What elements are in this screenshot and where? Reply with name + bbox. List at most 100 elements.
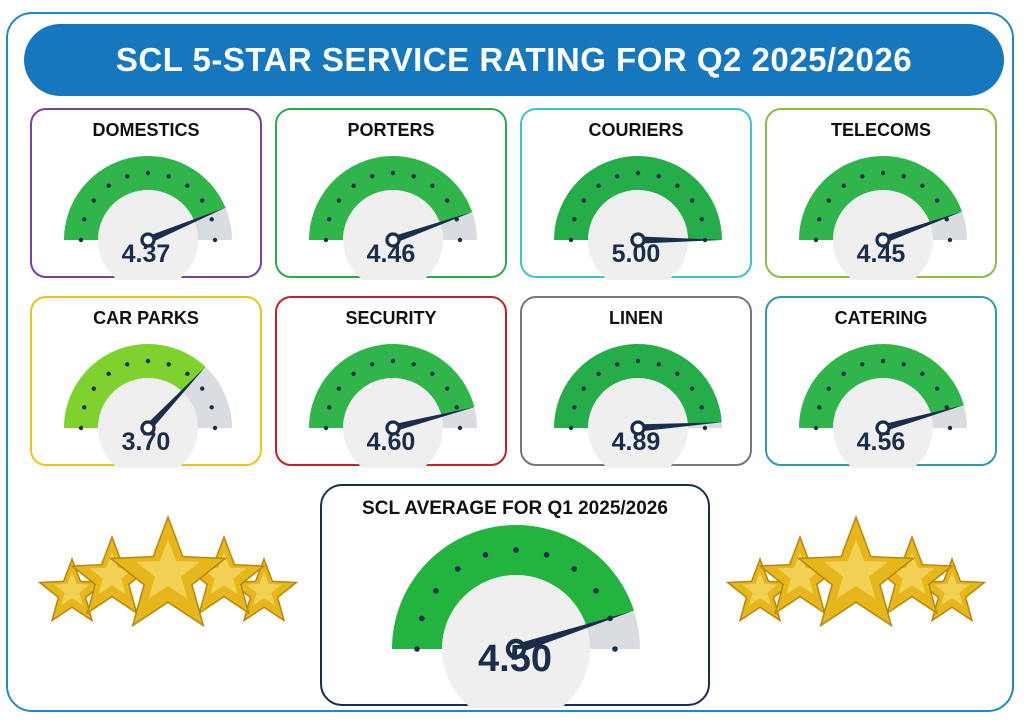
gauge-title: TELECOMS xyxy=(830,120,931,140)
gauge-tick-dot xyxy=(615,174,620,179)
gauge-tick-dot xyxy=(826,198,831,203)
gauge-catering xyxy=(799,344,967,468)
gauge-tick-dot xyxy=(702,425,708,431)
gauge-tick-dot xyxy=(635,358,641,364)
gauge-tick-dot xyxy=(699,217,704,222)
gauge-tick-dot xyxy=(323,425,329,431)
gauge-tick-dot xyxy=(841,183,846,188)
gauge-tick-dot xyxy=(185,371,190,376)
gauge-tick-dot xyxy=(145,170,151,176)
gauge-tick-dot xyxy=(106,183,111,188)
gauge-fill xyxy=(799,156,963,240)
gauge-tick-dot xyxy=(901,174,906,179)
gauge-tick-dot xyxy=(813,425,819,431)
gauge-tick-dot xyxy=(860,362,865,367)
gauge-needle xyxy=(392,407,475,432)
gauge-tick-dot xyxy=(327,405,332,410)
star-highlight xyxy=(890,552,934,595)
gauge-tick-dot xyxy=(200,198,205,203)
gauge-tick-dot xyxy=(185,183,190,188)
gauge-tick-dot xyxy=(145,358,151,364)
gauge-card-average: SCL AVERAGE FOR Q1 2025/2026 4.50 xyxy=(320,484,710,708)
gauge-needle xyxy=(882,405,964,432)
stars-right-icon xyxy=(725,514,987,628)
gauge-tick-dot xyxy=(596,183,601,188)
gauge-value: 3.70 xyxy=(121,428,171,456)
gauge-tick-dot xyxy=(880,358,886,364)
gauge-value: 4.56 xyxy=(856,428,906,456)
star-highlight xyxy=(778,552,822,595)
gauge-tick-dot xyxy=(581,198,586,203)
gauge-hub xyxy=(875,232,891,248)
gauge-title: CAR PARKS xyxy=(93,308,199,328)
gauge-tick-dot xyxy=(82,217,87,222)
gauge-needle xyxy=(637,422,722,432)
gauge-tick-dot xyxy=(327,217,332,222)
gauge-tick-dot xyxy=(860,174,865,179)
gauge-tick-dot xyxy=(430,183,435,188)
gauge-fill xyxy=(392,525,634,649)
gauge-tick-dot xyxy=(336,198,341,203)
gauge-needle xyxy=(391,212,473,244)
gauge-tick-dot xyxy=(390,170,396,176)
gauge-tick-dot xyxy=(596,371,601,376)
gauge-needle xyxy=(145,366,206,431)
gauge-tick-dot xyxy=(944,405,949,410)
gauge-fill xyxy=(554,156,722,240)
gauge-tick-dot xyxy=(817,217,822,222)
gauge-fill xyxy=(554,343,722,428)
gauge-tick-dot xyxy=(581,386,586,391)
gauge-fill xyxy=(309,155,473,240)
gauge-fill xyxy=(309,343,475,428)
star-highlight xyxy=(934,571,970,606)
star-highlight xyxy=(202,552,246,595)
gauge-tick-dot xyxy=(568,425,574,431)
gauge-card-telecoms: TELECOMS 4.45 xyxy=(765,108,997,280)
gauge-tick-dot xyxy=(166,174,171,179)
gauge-tick-dot xyxy=(91,386,96,391)
gauge-tick-dot xyxy=(690,198,695,203)
gauge-tick-dot xyxy=(457,237,463,243)
star-highlight xyxy=(136,539,200,599)
gauge-tick-dot xyxy=(91,198,96,203)
gauge-tick-dot xyxy=(78,425,84,431)
gauge-tick-dot xyxy=(125,174,130,179)
gauge-domestics xyxy=(64,155,232,280)
gauge-security xyxy=(309,343,477,468)
gauge-hub xyxy=(630,420,646,436)
gauge-hub xyxy=(385,232,401,248)
gauge-tick-dot xyxy=(78,237,84,243)
gauge-tick-dot xyxy=(323,237,329,243)
gauge-tick-dot xyxy=(433,588,439,594)
gauge-tick-dot xyxy=(593,588,599,594)
page-title: SCL 5-STAR SERVICE RATING FOR Q2 2025/20… xyxy=(115,41,913,78)
gauge-hub xyxy=(875,420,891,436)
gauge-tick-dot xyxy=(336,386,341,391)
gauge-title: COURIERS xyxy=(588,120,684,140)
gauge-tick-dot xyxy=(656,362,661,367)
gauge-tick-dot xyxy=(370,362,375,367)
gauge-tick-dot xyxy=(543,552,550,558)
star-highlight xyxy=(90,552,134,595)
gauge-title: DOMESTICS xyxy=(92,120,200,140)
gauge-tick-dot xyxy=(457,425,463,431)
gauge-card-domestics: DOMESTICS 4.37 xyxy=(30,108,262,280)
gauge-value: 4.89 xyxy=(611,428,661,456)
gauge-title: PORTERS xyxy=(347,120,435,140)
gauge-tick-dot xyxy=(920,183,925,188)
gauge-tick-dot xyxy=(513,547,519,553)
gauge-tick-dot xyxy=(826,386,831,391)
gauge-needle xyxy=(881,211,963,244)
gauge-linen xyxy=(554,343,722,468)
gauge-fill xyxy=(64,155,226,240)
gauge-tick-dot xyxy=(411,362,416,367)
gauge-card-car-parks: CAR PARKS 3.70 xyxy=(30,296,262,468)
gauge-tick-dot xyxy=(106,371,111,376)
outer-frame xyxy=(6,12,1014,712)
star-highlight xyxy=(742,571,778,606)
stars-left-icon xyxy=(37,514,299,628)
gauge-hub xyxy=(630,232,646,248)
gauge-tick-dot xyxy=(209,405,214,410)
gauge-tick-dot xyxy=(675,183,680,188)
gauge-tick-dot xyxy=(841,371,846,376)
